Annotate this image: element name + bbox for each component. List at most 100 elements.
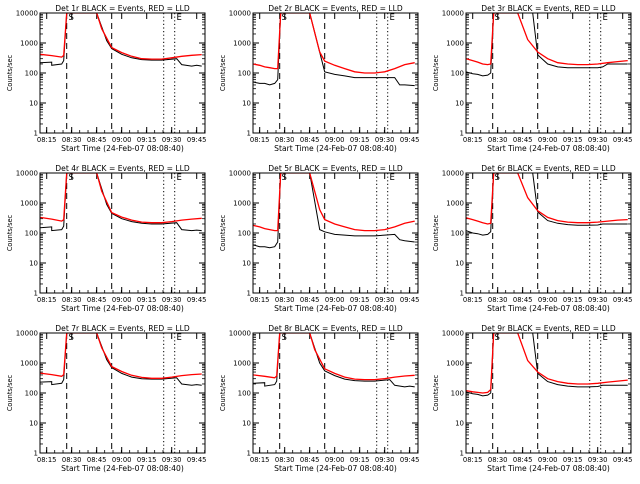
y-tick-label: 10000 (442, 10, 464, 18)
x-axis-label: Start Time (24-Feb-07 08:08:40) (274, 144, 397, 153)
x-tick-label: 08:30 (488, 296, 508, 304)
x-tick-label: 09:30 (162, 456, 182, 464)
x-axis-label: Start Time (24-Feb-07 08:08:40) (487, 304, 610, 313)
y-tick-label: 1 (247, 290, 251, 298)
lld-series-line (466, 173, 628, 225)
detector-panel-5: Det 5r BLACK = Events, RED = LLD 1 10 100 10… (219, 164, 419, 313)
events-series-line (40, 13, 202, 67)
y-tick-label: 10000 (442, 330, 464, 338)
lld-series-line (253, 13, 415, 74)
x-tick-label: 09:30 (588, 296, 608, 304)
marker-label: E (390, 333, 395, 343)
x-tick-label: 09:00 (538, 456, 558, 464)
detector-panel-1: Det 1r BLACK = Events, RED = LLD 1 10 100 10… (6, 4, 206, 153)
x-tick-label: 09:00 (112, 296, 132, 304)
y-tick-label: 100 (25, 390, 38, 398)
x-tick-label: 08:15 (37, 296, 57, 304)
x-tick-label: 09:00 (538, 136, 558, 144)
x-tick-label: 08:45 (300, 296, 320, 304)
y-tick-label: 10000 (16, 10, 38, 18)
x-tick-label: 09:30 (162, 296, 182, 304)
x-tick-label: 08:15 (250, 296, 270, 304)
panel-title: Det 9r BLACK = Events, RED = LLD (481, 324, 616, 333)
y-tick-label: 1000 (446, 360, 464, 368)
panel-title: Det 3r BLACK = Events, RED = LLD (481, 4, 616, 13)
x-tick-label: 08:15 (37, 136, 57, 144)
events-series-line (40, 333, 202, 386)
x-tick-label: 08:30 (275, 136, 295, 144)
events-series-line (466, 13, 628, 77)
marker-label: E (603, 13, 608, 23)
lld-series-line (40, 173, 202, 224)
x-tick-label: 08:30 (275, 296, 295, 304)
x-tick-label: 08:45 (300, 456, 320, 464)
x-tick-label: 09:30 (162, 136, 182, 144)
events-series-line (466, 173, 628, 236)
x-axis-label: Start Time (24-Feb-07 08:08:40) (61, 144, 184, 153)
marker-label: S (494, 13, 499, 23)
marker-label: E (177, 13, 182, 23)
marker-label: S (68, 173, 73, 183)
y-tick-label: 1 (460, 290, 464, 298)
events-series-line (253, 173, 415, 249)
y-tick-label: 1000 (446, 200, 464, 208)
y-tick-label: 100 (238, 230, 251, 238)
y-tick-label: 1 (34, 450, 38, 458)
y-axis-label: Counts/sec (219, 374, 227, 411)
y-tick-label: 10 (455, 100, 464, 108)
x-tick-label: 09:45 (187, 296, 207, 304)
x-tick-label: 09:30 (375, 136, 395, 144)
plot-frame (39, 172, 206, 294)
x-tick-label: 08:45 (300, 136, 320, 144)
y-tick-label: 1 (34, 290, 38, 298)
y-tick-label: 10 (242, 260, 251, 268)
y-tick-label: 100 (451, 230, 464, 238)
marker-label: E (390, 173, 395, 183)
x-tick-label: 09:45 (187, 456, 207, 464)
x-axis-label: Start Time (24-Feb-07 08:08:40) (274, 464, 397, 473)
detector-panel-9: Det 9r BLACK = Events, RED = LLD 1 10 100 10… (432, 324, 632, 473)
y-axis-label: Counts/sec (432, 214, 440, 251)
panel-title: Det 1r BLACK = Events, RED = LLD (55, 4, 190, 13)
detector-panel-6: Det 6r BLACK = Events, RED = LLD 1 10 100 10… (432, 164, 632, 313)
x-axis-label: Start Time (24-Feb-07 08:08:40) (61, 304, 184, 313)
detector-panel-4: Det 4r BLACK = Events, RED = LLD 1 10 100 10… (6, 164, 206, 313)
y-axis-label: Counts/sec (432, 54, 440, 91)
y-tick-label: 10 (455, 420, 464, 428)
marker-label: E (603, 333, 608, 343)
x-tick-label: 09:45 (400, 136, 420, 144)
x-tick-label: 08:30 (62, 456, 82, 464)
x-tick-label: 08:15 (463, 456, 483, 464)
y-tick-label: 1000 (20, 360, 38, 368)
x-tick-label: 09:30 (588, 136, 608, 144)
marker-label: S (494, 333, 499, 343)
x-tick-label: 09:15 (563, 136, 583, 144)
panel-title: Det 5r BLACK = Events, RED = LLD (268, 164, 403, 173)
x-tick-label: 09:15 (137, 136, 157, 144)
x-tick-label: 09:15 (350, 136, 370, 144)
x-tick-label: 08:15 (37, 456, 57, 464)
lld-series-line (466, 13, 628, 66)
y-axis-label: Counts/sec (6, 214, 14, 251)
plot-frame (252, 12, 419, 134)
y-tick-label: 10 (29, 420, 38, 428)
x-tick-label: 09:45 (613, 296, 633, 304)
x-tick-label: 09:15 (137, 296, 157, 304)
lld-series-line (40, 13, 202, 60)
plot-frame (465, 172, 632, 294)
x-tick-label: 08:15 (463, 296, 483, 304)
x-tick-label: 09:00 (538, 296, 558, 304)
y-tick-label: 1000 (20, 40, 38, 48)
plot-frame (252, 332, 419, 454)
x-tick-label: 08:15 (250, 136, 270, 144)
plot-frame (465, 332, 632, 454)
x-tick-label: 08:15 (250, 456, 270, 464)
x-tick-label: 09:00 (325, 456, 345, 464)
x-tick-label: 09:00 (112, 456, 132, 464)
plot-frame (39, 332, 206, 454)
y-tick-label: 100 (25, 230, 38, 238)
marker-label: E (390, 13, 395, 23)
y-tick-label: 1000 (446, 40, 464, 48)
x-tick-label: 08:30 (62, 136, 82, 144)
